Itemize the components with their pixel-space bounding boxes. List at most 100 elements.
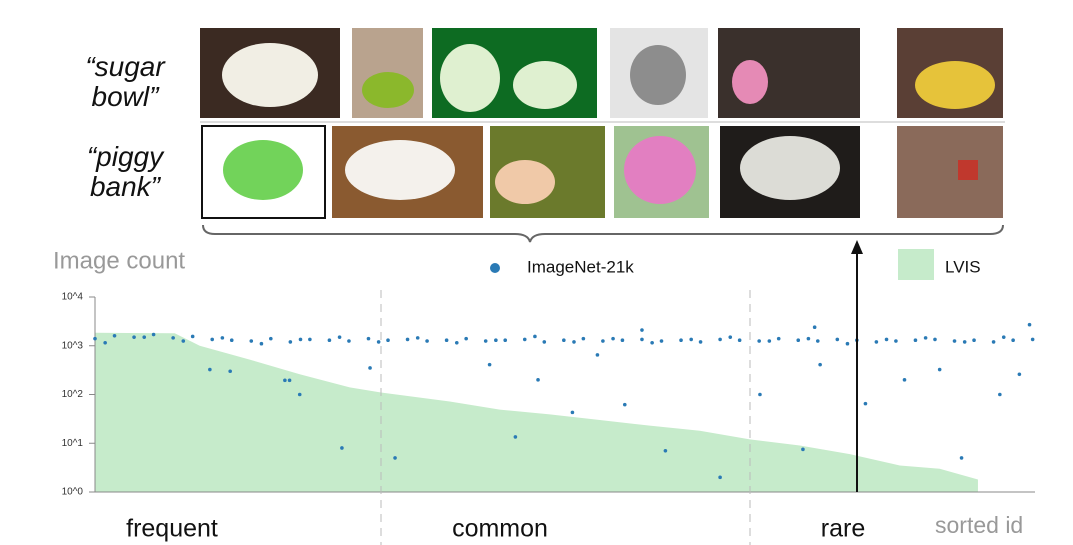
point bbox=[283, 378, 287, 383]
image bbox=[440, 44, 500, 112]
point bbox=[581, 336, 586, 341]
point bbox=[933, 337, 937, 342]
point bbox=[386, 338, 390, 342]
point bbox=[376, 340, 381, 344]
point bbox=[542, 340, 547, 344]
point bbox=[767, 339, 772, 343]
image bbox=[958, 160, 978, 180]
y-tick-label: 10^0 bbox=[62, 487, 84, 498]
point bbox=[757, 339, 761, 343]
row-label: “piggy bank” bbox=[86, 141, 164, 202]
point bbox=[190, 334, 195, 339]
legend-label: LVIS bbox=[945, 257, 981, 276]
row-label: “sugar bowl” bbox=[85, 51, 165, 112]
image bbox=[740, 136, 840, 200]
point bbox=[1001, 335, 1006, 339]
image bbox=[345, 140, 455, 200]
point bbox=[620, 338, 625, 342]
point bbox=[1017, 372, 1022, 377]
image bbox=[732, 60, 768, 104]
point bbox=[835, 337, 840, 342]
point bbox=[776, 336, 781, 341]
y-tick-label: 10^1 bbox=[62, 438, 84, 449]
point bbox=[718, 475, 722, 480]
image-row bbox=[200, 28, 1003, 118]
point bbox=[142, 335, 147, 339]
point bbox=[796, 338, 801, 342]
point bbox=[337, 335, 342, 339]
image bbox=[223, 140, 303, 200]
point bbox=[288, 340, 293, 344]
point bbox=[991, 340, 996, 344]
point bbox=[689, 337, 693, 342]
image bbox=[897, 126, 1003, 218]
legend-marker bbox=[490, 263, 500, 273]
point bbox=[874, 340, 879, 344]
point bbox=[1011, 338, 1015, 342]
point bbox=[818, 362, 822, 367]
legend-label: ImageNet-21k bbox=[527, 257, 634, 276]
point bbox=[522, 337, 527, 342]
point bbox=[208, 367, 212, 372]
x-axis-label: sorted id bbox=[935, 512, 1023, 538]
point bbox=[806, 336, 811, 341]
point bbox=[220, 336, 225, 340]
image bbox=[624, 136, 696, 204]
point bbox=[937, 367, 942, 372]
point bbox=[366, 336, 371, 341]
point bbox=[972, 338, 976, 342]
point bbox=[902, 378, 907, 382]
point bbox=[1027, 322, 1032, 327]
point bbox=[415, 336, 420, 340]
point bbox=[959, 456, 964, 460]
point bbox=[962, 340, 967, 344]
image bbox=[915, 61, 995, 109]
point bbox=[998, 392, 1002, 397]
image bbox=[222, 43, 318, 107]
point bbox=[640, 337, 644, 342]
point bbox=[347, 339, 351, 343]
point bbox=[171, 336, 175, 340]
image-row bbox=[201, 125, 1003, 219]
point bbox=[298, 337, 303, 342]
point bbox=[611, 336, 615, 341]
point bbox=[758, 392, 762, 397]
point bbox=[181, 339, 186, 343]
point bbox=[570, 410, 575, 415]
point bbox=[503, 338, 508, 342]
point bbox=[297, 392, 302, 397]
point bbox=[1030, 337, 1035, 342]
point bbox=[487, 362, 492, 367]
point bbox=[228, 369, 232, 374]
point bbox=[210, 337, 215, 342]
point bbox=[93, 336, 97, 341]
point bbox=[923, 336, 928, 340]
point bbox=[737, 338, 742, 342]
point bbox=[151, 332, 156, 337]
point bbox=[884, 337, 889, 342]
point bbox=[815, 339, 820, 343]
image bbox=[513, 61, 577, 109]
point bbox=[894, 339, 898, 343]
point bbox=[952, 339, 957, 343]
point bbox=[595, 353, 600, 357]
point bbox=[533, 334, 537, 339]
point bbox=[698, 340, 703, 344]
point bbox=[103, 340, 107, 345]
point bbox=[863, 401, 868, 406]
point bbox=[728, 335, 733, 339]
point bbox=[340, 446, 344, 450]
point bbox=[259, 341, 264, 346]
point bbox=[572, 340, 576, 344]
point bbox=[229, 338, 234, 342]
group-label: frequent bbox=[126, 515, 218, 543]
point bbox=[464, 336, 468, 341]
y-axis-label: Image count bbox=[53, 247, 185, 274]
point bbox=[393, 456, 397, 460]
point bbox=[132, 335, 136, 339]
point bbox=[287, 378, 292, 383]
point bbox=[405, 337, 410, 342]
point bbox=[601, 339, 605, 343]
point bbox=[650, 340, 654, 345]
